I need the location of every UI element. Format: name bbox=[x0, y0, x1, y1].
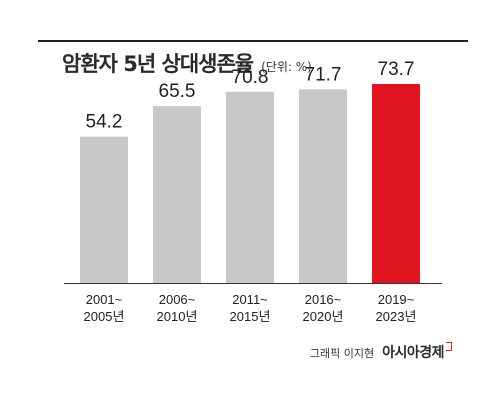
bar-1 bbox=[80, 136, 128, 283]
bar-2 bbox=[153, 106, 201, 284]
value-label-4: 71.7 bbox=[305, 64, 342, 85]
graphic-credit: 그래픽 이지현 bbox=[309, 347, 375, 360]
brand-mark-icon bbox=[446, 342, 452, 351]
category-label-3: 2011~ 2015년 bbox=[230, 292, 271, 324]
bar-4 bbox=[299, 89, 347, 283]
value-label-1: 54.2 bbox=[86, 112, 123, 133]
value-label-2: 65.5 bbox=[159, 81, 196, 102]
category-label-4: 2016~ 2020년 bbox=[303, 292, 344, 324]
top-rule bbox=[38, 40, 468, 42]
value-label-3: 70.8 bbox=[232, 67, 269, 88]
brand-logo-text: 아시아경제 bbox=[382, 345, 444, 361]
value-label-5: 73.7 bbox=[378, 59, 415, 80]
category-label-1: 2001~ 2005년 bbox=[84, 292, 125, 324]
category-label-5: 2019~ 2023년 bbox=[376, 292, 417, 324]
credit-row: 그래픽 이지현 아시아경제 bbox=[310, 342, 452, 362]
chart-title: 암환자 5년 상대생존율 bbox=[62, 52, 254, 76]
unit-label: (단위: %) bbox=[261, 60, 312, 74]
bar-5 bbox=[372, 84, 420, 283]
bar-3 bbox=[226, 91, 274, 283]
category-label-2: 2006~ 2010년 bbox=[157, 292, 198, 324]
chart-header: 암환자 5년 상대생존율 (단위: %) bbox=[62, 48, 312, 82]
